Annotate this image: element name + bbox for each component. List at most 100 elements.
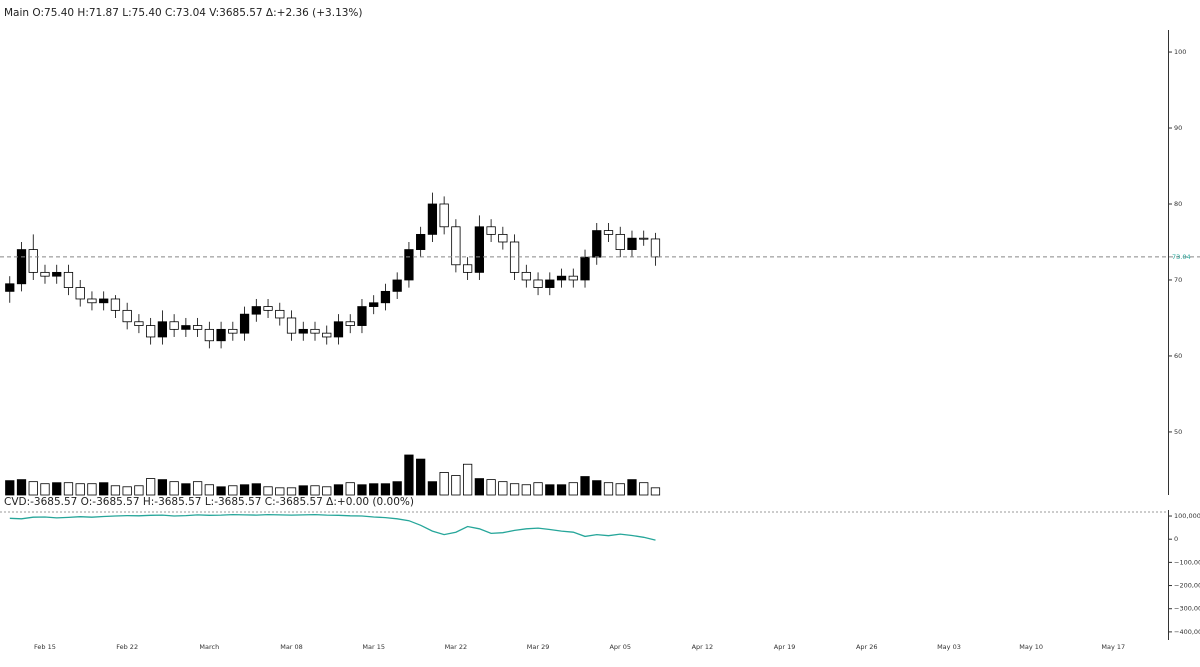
x-tick-label: May 10 [1019, 643, 1043, 651]
y-tick-label: 50 [1174, 428, 1182, 436]
x-tick-label: May 03 [937, 643, 961, 651]
volume-bar [556, 484, 567, 496]
candle-body [99, 298, 109, 304]
volume-bar [310, 485, 320, 496]
candle-body [556, 275, 567, 281]
volume-bar [134, 485, 144, 496]
candle-body [627, 237, 637, 250]
volume-bar [251, 483, 261, 496]
volume-bar [286, 487, 297, 496]
volume-bar [146, 478, 156, 496]
y-tick-label: 60 [1174, 352, 1182, 360]
candle-body [75, 287, 85, 300]
x-tick-label: Apr 12 [692, 643, 714, 651]
volume-bar [603, 482, 614, 496]
candle-body [650, 238, 661, 258]
volume-bar [369, 483, 379, 496]
candle-body [545, 279, 555, 288]
y-tick-label: 100,000 [1174, 512, 1200, 520]
x-tick-label: Feb 22 [116, 643, 138, 651]
volume-bar [263, 486, 273, 496]
volume-bar [498, 481, 508, 496]
x-tick-label: Mar 08 [280, 643, 303, 651]
candle-body [615, 233, 625, 250]
candle-body [416, 233, 426, 250]
x-tick-label: Mar 15 [362, 643, 385, 651]
cvd-header: CVD:-3685.57 O:-3685.57 H:-3685.57 L:-36… [4, 496, 414, 508]
volume-bar [204, 484, 214, 496]
candle-body [87, 298, 97, 304]
candle-body [369, 302, 379, 307]
candle-body [486, 226, 496, 235]
volume-bar [63, 482, 74, 496]
candle-body [204, 328, 214, 342]
volume-bar [486, 479, 496, 496]
volume-bar [181, 483, 191, 496]
last-price-label: 73.04 [1172, 253, 1191, 261]
volume-bar [427, 481, 438, 496]
candle-body [439, 203, 449, 228]
candle-body [157, 321, 168, 338]
volume-bar [28, 481, 38, 496]
candle-body [122, 309, 132, 323]
candle-body [404, 249, 414, 281]
volume-bar [639, 482, 649, 496]
candle-body [181, 325, 191, 330]
candle-body [357, 306, 367, 326]
volume-bar [392, 481, 402, 496]
volume-bar [239, 484, 250, 496]
x-tick-label: Apr 26 [856, 643, 878, 651]
y-tick-label: 70 [1174, 276, 1182, 284]
candle-body [275, 309, 285, 319]
volume-bar [52, 482, 62, 496]
candle-body [239, 313, 250, 334]
volume-bar [216, 486, 226, 496]
y-tick-label: 90 [1174, 124, 1182, 132]
volume-bar [650, 487, 661, 496]
volume-bar [380, 483, 391, 496]
volume-bar [509, 483, 520, 496]
y-tick-label: 0 [1174, 535, 1178, 543]
candle-body [380, 290, 391, 304]
volume-bar [169, 481, 179, 496]
candle-body [639, 237, 649, 240]
candle-body [474, 226, 484, 273]
candle-body [345, 321, 355, 326]
volume-bar [568, 482, 578, 496]
candle-body [5, 283, 15, 292]
candle-body [169, 321, 179, 330]
x-tick-label: March [199, 643, 219, 651]
volume-bar [5, 480, 15, 496]
candle-body [63, 271, 74, 288]
candle-body [251, 306, 261, 315]
volume-bar [322, 486, 332, 496]
candle-body [392, 279, 402, 292]
volume-bar [99, 482, 109, 496]
cvd-line [9, 513, 656, 541]
volume-bar [40, 483, 50, 496]
volume-bar [474, 478, 484, 496]
volume-bar [533, 482, 543, 496]
candle-body [134, 321, 144, 326]
candle-body [580, 256, 590, 281]
volume-bar [87, 483, 97, 496]
y-tick-label: −100,000 [1174, 558, 1200, 566]
candle-body [216, 328, 226, 342]
y-tick-label: 80 [1174, 200, 1182, 208]
candle-body [533, 279, 543, 288]
volume-bar [275, 487, 285, 496]
candle-body [298, 328, 308, 334]
volume-bar [615, 483, 625, 496]
candle-body [192, 325, 203, 330]
candle-body [568, 275, 578, 281]
volume-bar [545, 484, 555, 496]
candle-body [110, 298, 121, 311]
candle-body [286, 317, 297, 334]
candle-body [462, 264, 473, 273]
candle-body [310, 328, 320, 334]
volume-bar [404, 454, 414, 496]
x-tick-label: Apr 19 [774, 643, 796, 651]
volume-bar [122, 486, 132, 496]
